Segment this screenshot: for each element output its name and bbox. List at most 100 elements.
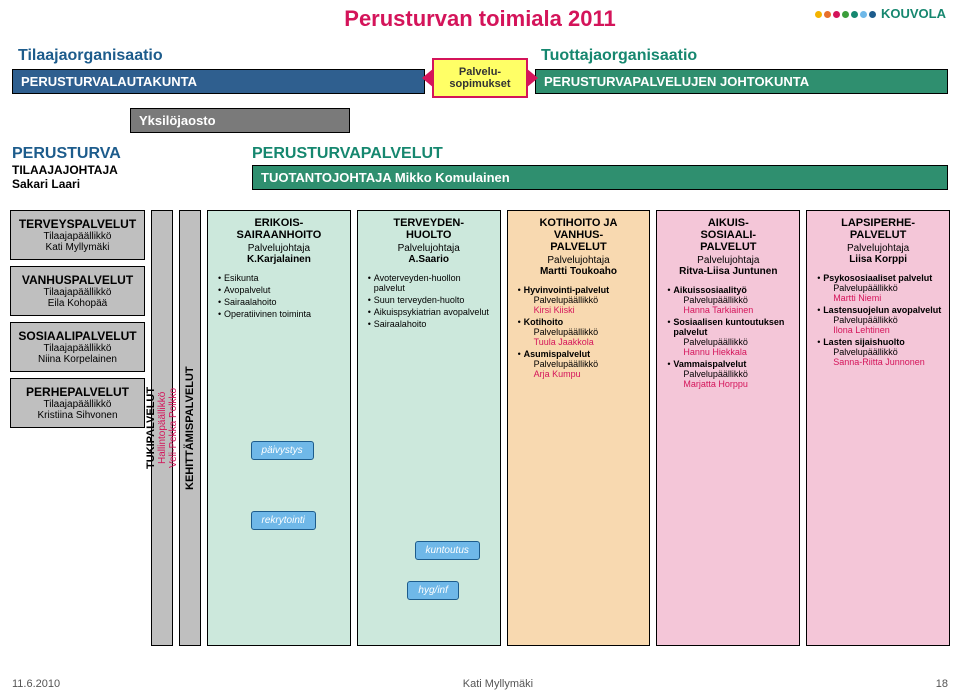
footer: 11.6.2010 Kati Myllymäki 18 <box>12 678 948 690</box>
unit-role: Tilaajapäällikkö <box>17 399 138 410</box>
kehittamispalvelut-heading: KEHITTÄMISPALVELUT <box>184 366 196 490</box>
footer-author: Kati Myllymäki <box>463 678 533 690</box>
unit-group: Sosiaalisen kuntoutuksen palvelutPalvelu… <box>667 317 793 357</box>
unit-heading: VANHUSPALVELUT <box>17 273 138 287</box>
unit-title: AIKUIS- SOSIAALI- PALVELUT <box>663 217 793 253</box>
unit-role: Tilaajapäällikkö <box>17 343 138 354</box>
perusturvapalvelut-heading: PERUSTURVAPALVELUT <box>252 145 948 163</box>
group-role: Palvelupäällikkö <box>833 283 943 293</box>
group-name: Tuula Jaakkola <box>534 337 644 347</box>
tuottaja-col: Tuottajaorganisaatio PERUSTURVAPALVELUJE… <box>535 45 948 94</box>
unit-lead: PalvelujohtajaRitva-Liisa Juntunen <box>663 255 793 277</box>
unit-item: Suun terveyden-huolto <box>368 295 494 305</box>
unit-group: Hyvinvointi-palvelutPalvelupäällikköKirs… <box>518 285 644 315</box>
group-name: Martti Niemi <box>833 293 943 303</box>
overlay-tag: rekrytointi <box>251 511 316 530</box>
unit-item: Esikunta <box>218 273 344 283</box>
johtokunta-bar: PERUSTURVAPALVELUJEN JOHTOKUNTA <box>535 69 948 94</box>
unit-item: Sairaalahoito <box>368 319 494 329</box>
unit-item-list: Esikunta Avopalvelut Sairaalahoito Operatii… <box>214 271 344 321</box>
tilaaja-label: Tilaajaorganisaatio <box>12 45 425 67</box>
footer-date: 11.6.2010 <box>12 678 60 690</box>
unit-group-list: Psykososiaaliset palvelutPalvelupäällikk… <box>813 271 943 369</box>
group-role: Palvelupäällikkö <box>683 337 793 347</box>
perusturva-lead: PERUSTURVA TILAAJAJOHTAJA Sakari Laari <box>12 145 222 191</box>
group-role: Palvelupäällikkö <box>534 359 644 369</box>
group-name: Marjatta Horppu <box>683 379 793 389</box>
yksilojaosto-row: Yksilöjaosto <box>130 108 350 133</box>
group-role: Palvelupäällikkö <box>833 315 943 325</box>
tilaaja-unit-box: TERVEYSPALVELUT Tilaajapäällikkö Kati My… <box>10 210 145 260</box>
unit-title: TERVEYDEN- HUOLTO <box>364 217 494 241</box>
service-unit-col: KOTIHOITO JA VANHUS- PALVELUT Palvelujoh… <box>507 210 651 646</box>
logo-dot <box>815 11 822 18</box>
unit-lead: PalvelujohtajaLiisa Korppi <box>813 243 943 265</box>
group-role: Palvelupäällikkö <box>534 295 644 305</box>
tilaaja-unit-box: SOSIAALIPALVELUT Tilaajapäällikkö Niina … <box>10 322 145 372</box>
tilaaja-unit-box: VANHUSPALVELUT Tilaajapäällikkö Eila Koh… <box>10 266 145 316</box>
tuottaja-label: Tuottajaorganisaatio <box>535 45 948 67</box>
unit-name: Eila Kohopää <box>17 298 138 309</box>
unit-item: Avoterveyden-huollon palvelut <box>368 273 494 293</box>
unit-role: Tilaajapäällikkö <box>17 231 138 242</box>
unit-item: Avopalvelut <box>218 285 344 295</box>
unit-group: AikuissosiaalityöPalvelupäällikköHanna T… <box>667 285 793 315</box>
service-unit-col: ERIKOIS- SAIRAANHOITO PalvelujohtajaK.Ka… <box>207 210 351 646</box>
unit-group-list: Hyvinvointi-palvelutPalvelupäällikköKirs… <box>514 283 644 381</box>
footer-page: 18 <box>936 678 948 690</box>
unit-item: Operatiivinen toiminta <box>218 309 344 319</box>
unit-item: Sairaalahoito <box>218 297 344 307</box>
group-name: Arja Kumpu <box>534 369 644 379</box>
group-name: Kirsi Kiiski <box>534 305 644 315</box>
logo-dot <box>824 11 831 18</box>
tuotantojohtaja-bar: TUOTANTOJOHTAJA Mikko Komulainen <box>252 165 948 190</box>
overlay-tag: kuntoutus <box>415 541 480 560</box>
lead-row: PERUSTURVA TILAAJAJOHTAJA Sakari Laari P… <box>12 145 948 191</box>
logo-dot <box>833 11 840 18</box>
unit-title: KOTIHOITO JA VANHUS- PALVELUT <box>514 217 644 253</box>
unit-heading: TERVEYSPALVELUT <box>17 217 138 231</box>
unit-heading: SOSIAALIPALVELUT <box>17 329 138 343</box>
service-unit-col: AIKUIS- SOSIAALI- PALVELUT Palvelujohtaj… <box>656 210 800 646</box>
group-role: Palvelupäällikkö <box>683 369 793 379</box>
unit-group: VammaispalvelutPalvelupäällikköMarjatta … <box>667 359 793 389</box>
logo-dots <box>814 6 877 21</box>
tukipalvelut-heading: TUKIPALVELUT <box>145 387 157 469</box>
tukipalvelut-col: TUKIPALVELUT Hallintopäällikkö Veli-Pekk… <box>151 210 173 646</box>
unit-lead: PalvelujohtajaMartti Toukoaho <box>514 255 644 277</box>
yksilojaosto-bar: Yksilöjaosto <box>130 108 350 133</box>
palvelusopimukset-hex: Palvelu- sopimukset <box>432 58 528 98</box>
unit-title: ERIKOIS- SAIRAANHOITO <box>214 217 344 241</box>
connector: Palvelu- sopimukset <box>425 58 535 98</box>
unit-group: Psykososiaaliset palvelutPalvelupäällikk… <box>817 273 943 303</box>
logo-dot <box>842 11 849 18</box>
perusturva-heading: PERUSTURVA <box>12 145 222 163</box>
unit-group: Lasten sijaishuoltoPalvelupäällikköSanna… <box>817 337 943 367</box>
service-unit-col: TERVEYDEN- HUOLTO PalvelujohtajaA.Saario… <box>357 210 501 646</box>
service-unit-col: LAPSIPERHE- PALVELUT PalvelujohtajaLiisa… <box>806 210 950 646</box>
group-name: Hanna Tarkiainen <box>683 305 793 315</box>
group-role: Palvelupäällikkö <box>534 327 644 337</box>
group-role: Palvelupäällikkö <box>683 295 793 305</box>
unit-group-list: AikuissosiaalityöPalvelupäällikköHanna T… <box>663 283 793 391</box>
unit-item: Aikuispsykiatrian avopalvelut <box>368 307 494 317</box>
overlay-tag: hyg/inf <box>407 581 458 600</box>
unit-lead: PalvelujohtajaA.Saario <box>364 243 494 265</box>
unit-lead: PalvelujohtajaK.Karjalainen <box>214 243 344 265</box>
tukipalvelut-lead: Hallintopäällikkö Veli-Pekka Polkko <box>157 388 179 468</box>
overlay-tag: päivystys <box>251 441 314 460</box>
kehittamispalvelut-col: KEHITTÄMISPALVELUT <box>179 210 201 646</box>
logo-text: KOUVOLA <box>881 6 946 21</box>
unit-name: Niina Korpelainen <box>17 354 138 365</box>
unit-item-list: Avoterveyden-huollon palvelut Suun tervey… <box>364 271 494 331</box>
perusturvalautakunta-bar: PERUSTURVALAUTAKUNTA <box>12 69 425 94</box>
unit-name: Kristiina Sihvonen <box>17 410 138 421</box>
tilaaja-stack: TERVEYSPALVELUT Tilaajapäällikkö Kati My… <box>10 210 145 646</box>
unit-group: Lastensuojelun avopalvelutPalvelupäällik… <box>817 305 943 335</box>
group-name: Hannu Hiekkala <box>683 347 793 357</box>
group-role: Palvelupäällikkö <box>833 347 943 357</box>
group-name: Sanna-Riitta Junnonen <box>833 357 943 367</box>
brand-logo: KOUVOLA <box>814 6 946 21</box>
unit-group: AsumispalvelutPalvelupäällikköArja Kumpu <box>518 349 644 379</box>
tilaajajohtaja-name: Sakari Laari <box>12 177 222 191</box>
